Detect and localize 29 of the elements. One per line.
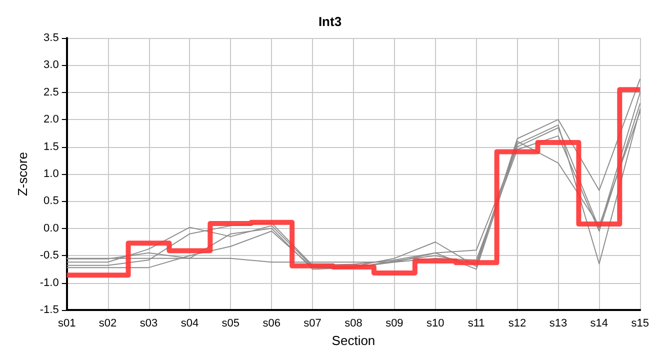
x-tick-label: s05: [222, 318, 240, 330]
x-tick-label: s01: [58, 318, 76, 330]
y-tick-label: 3.5: [44, 32, 59, 44]
x-tick-label: s11: [468, 318, 485, 330]
y-tick-label: 2.5: [44, 86, 59, 98]
x-tick-label: s06: [262, 318, 280, 330]
y-tick-label: 0.5: [44, 195, 59, 208]
y-axis-title: Z-score: [15, 152, 30, 196]
y-tick-label: 3.0: [44, 59, 59, 72]
x-axis-title: Section: [332, 333, 376, 348]
y-tick-label: 1.0: [44, 168, 59, 180]
x-tick-label: s08: [344, 318, 362, 330]
x-tick-label: s15: [631, 318, 650, 330]
chart-title: Int3: [318, 14, 342, 29]
y-tick-label: 1.5: [44, 140, 59, 153]
x-tick-label: s07: [304, 318, 322, 330]
x-tick-label: s10: [426, 318, 444, 330]
x-tick-label: s14: [590, 318, 608, 330]
x-tick-label: s02: [98, 318, 117, 330]
x-tick-label: s09: [386, 318, 404, 330]
y-tick-label: 0.0: [44, 222, 59, 234]
y-tick-label: -1.5: [40, 304, 59, 316]
x-tick-label: s13: [549, 318, 568, 330]
y-tick-label: 2.0: [44, 114, 59, 126]
y-tick-label: -1.0: [40, 276, 59, 289]
x-tick-label: s12: [508, 318, 526, 330]
y-tick-label: -0.5: [40, 250, 59, 262]
x-tick-label: s04: [180, 318, 199, 330]
x-tick-label: s03: [140, 318, 158, 330]
